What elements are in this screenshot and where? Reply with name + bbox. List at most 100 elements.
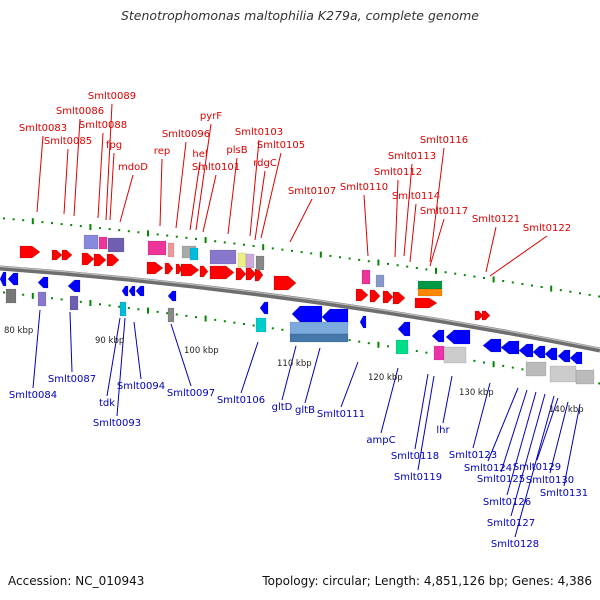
leader-line (105, 103, 113, 221)
leader-line (514, 395, 555, 538)
forward-gene-label: pyrF (200, 111, 222, 122)
leader-line (32, 309, 41, 389)
reverse-gene-label: Smlt0128 (491, 539, 539, 550)
feature-box (255, 255, 265, 271)
leader-line (281, 345, 297, 401)
feature-box (83, 234, 99, 250)
leader-line (73, 118, 81, 217)
reverse-gene-arrow (557, 349, 571, 363)
reverse-gene-arrow (259, 301, 269, 315)
reverse-gene-label: Smlt0097 (167, 388, 215, 399)
leader-line (429, 147, 445, 263)
forward-gene-label: Smlt0103 (235, 127, 283, 138)
forward-gene-label: Smlt0096 (162, 129, 210, 140)
forward-gene-label: hel (192, 149, 207, 160)
reverse-gene-arrow (482, 338, 502, 353)
forward-gene-label: Smlt0101 (192, 162, 240, 173)
forward-gene-arrow (199, 265, 209, 278)
leader-line (363, 194, 369, 257)
feature-box (255, 317, 267, 333)
leader-line (227, 157, 238, 235)
leader-line (240, 341, 259, 394)
feature-box (417, 288, 443, 297)
leader-line (414, 373, 429, 450)
leader-line (260, 152, 282, 239)
reverse-gene-label: Smlt0106 (217, 395, 265, 406)
feature-box (98, 236, 108, 250)
leader-line (304, 347, 321, 404)
reverse-gene-label: Smlt0118 (391, 451, 439, 462)
feature-box (119, 301, 127, 317)
feature-box (167, 242, 175, 258)
reverse-gene-arrow (359, 315, 367, 329)
forward-gene-arrow (146, 261, 164, 275)
forward-gene-label: Smlt0113 (388, 151, 436, 162)
feature-box (417, 280, 443, 290)
forward-gene-label: rep (154, 146, 170, 157)
scale-label: 140 kbp (549, 405, 584, 415)
reverse-gene-label: Smlt0094 (117, 381, 165, 392)
forward-gene-arrow (175, 263, 183, 275)
feature-box (209, 249, 237, 265)
accession-text: Accession: NC_010943 (8, 574, 145, 588)
forward-gene-arrow (19, 245, 41, 259)
feature-box (375, 274, 385, 288)
forward-gene-label: Smlt0122 (523, 223, 571, 234)
leader-line (106, 317, 121, 397)
leader-line (289, 198, 313, 243)
forward-gene-arrow (392, 291, 406, 305)
feature-box (525, 361, 547, 377)
leader-line (159, 158, 163, 227)
forward-gene-arrow (481, 310, 491, 321)
reverse-gene-label: Smlt0125 (477, 474, 525, 485)
feature-box (289, 333, 349, 343)
feature-box (69, 295, 79, 311)
reverse-gene-label: gltD (272, 402, 293, 413)
reverse-gene-arrow (167, 290, 177, 302)
feature-box (189, 247, 199, 261)
leader-line (119, 174, 134, 223)
forward-gene-label: plsB (226, 145, 247, 156)
leader-line (195, 123, 212, 231)
leader-line (249, 139, 260, 237)
scale-label: 80 kbp (4, 326, 33, 336)
forward-gene-arrow (209, 265, 235, 280)
scale-label: 110 kbp (277, 359, 312, 369)
leader-line (417, 375, 435, 471)
leader-line (442, 375, 453, 424)
forward-gene-arrow (51, 249, 63, 261)
leader-line (429, 218, 445, 267)
scale-label: 120 kbp (368, 373, 403, 383)
reverse-gene-label: Smlt0129 (513, 462, 561, 473)
forward-gene-label: Smlt0105 (257, 140, 305, 151)
forward-gene-label: Smlt0086 (56, 106, 104, 117)
leader-line (189, 161, 201, 231)
forward-gene-arrow (245, 267, 257, 281)
leader-line (485, 226, 497, 273)
forward-gene-arrow (180, 263, 200, 277)
leader-line (116, 317, 126, 417)
forward-gene-label: Smlt0085 (44, 136, 92, 147)
genome-backbone (0, 265, 600, 353)
forward-gene-arrow (164, 262, 174, 275)
feature-box (575, 369, 595, 385)
forward-gene-label: Smlt0083 (19, 123, 67, 134)
forward-gene-arrow (355, 288, 369, 302)
leader-line (536, 397, 559, 461)
reverse-gene-label: gltB (295, 405, 315, 416)
leader-line (487, 387, 519, 462)
forward-gene-arrow (106, 253, 120, 267)
reverse-gene-label: Smlt0130 (526, 475, 574, 486)
forward-gene-arrow (369, 289, 381, 303)
forward-gene-label: Smlt0116 (420, 135, 468, 146)
forward-gene-label: fpg (106, 140, 122, 151)
feature-box (289, 321, 349, 335)
gene-labels: Smlt0089 Smlt0086 Smlt0088 Smlt0083 Smlt0085… (9, 91, 588, 550)
reverse-gene-arrow (67, 279, 81, 293)
reverse-gene-arrow (544, 347, 558, 361)
leader-line (69, 311, 73, 373)
leader-line (36, 135, 44, 213)
leader-line (63, 148, 69, 215)
forward-gene-arrow (273, 275, 297, 291)
